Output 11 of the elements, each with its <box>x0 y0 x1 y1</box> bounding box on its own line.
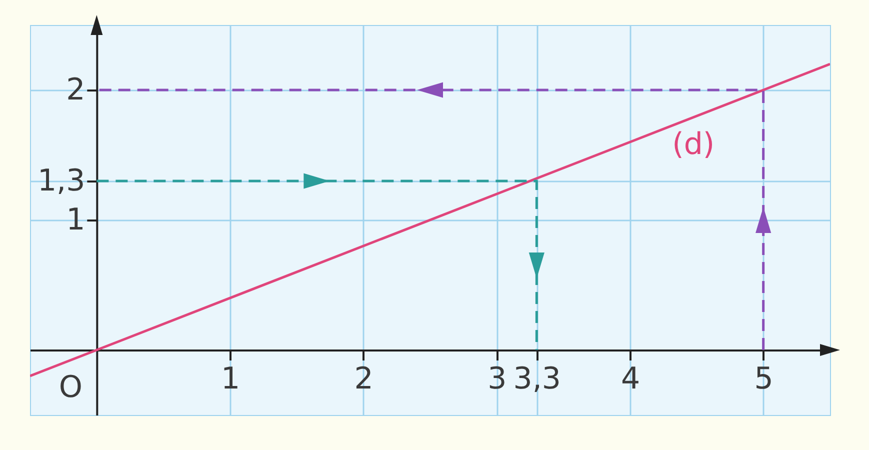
y-tick-label: 2 <box>66 72 86 108</box>
x-tick-label: 1 <box>220 362 240 396</box>
x-tick-label: 3,3 <box>513 362 562 396</box>
series-label: (d) <box>672 127 715 162</box>
x-tick-label: 4 <box>620 362 640 396</box>
x-tick-label: 3 <box>488 362 507 396</box>
x-tick-label: 5 <box>754 362 774 396</box>
annotation: O <box>58 370 82 405</box>
y-tick-label: 1 <box>66 202 86 238</box>
x-tick-label: 2 <box>354 362 374 396</box>
y-tick-label: 1,3 <box>37 164 86 198</box>
